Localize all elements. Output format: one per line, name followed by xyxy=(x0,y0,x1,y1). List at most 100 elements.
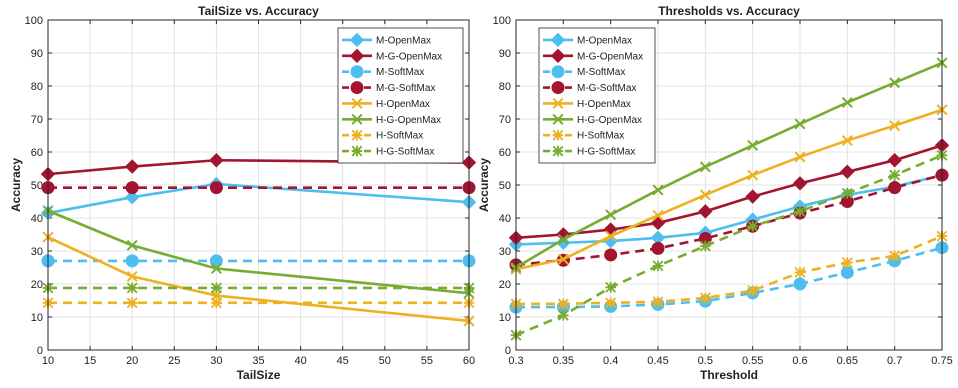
legend-swatch-marker xyxy=(552,97,564,109)
x-tick-label: 20 xyxy=(126,355,138,367)
x-tick-label: 0.6 xyxy=(792,355,807,367)
legend: M-OpenMax M-G-OpenMax M-SoftMax M-G-SoftMax… xyxy=(538,27,656,164)
y-tick-label: 100 xyxy=(493,15,511,27)
legend-item-m-g-softmax: M-G-SoftMax xyxy=(342,81,435,95)
legend-swatch-marker xyxy=(552,113,564,125)
data-point-h-g-softmax xyxy=(889,169,901,181)
x-tick-label: 40 xyxy=(294,355,306,367)
legend-item-h-openmax: H-OpenMax xyxy=(543,97,631,110)
data-point-h-openmax xyxy=(747,169,759,181)
data-point-h-openmax xyxy=(889,120,901,132)
series-line-m-softmax xyxy=(516,246,943,309)
legend-label: H-OpenMax xyxy=(577,99,631,110)
y-tick-label: 30 xyxy=(499,246,511,258)
data-point-h-g-openmax xyxy=(126,239,138,251)
data-point-m-g-softmax xyxy=(888,181,902,195)
data-point-h-softmax xyxy=(747,285,759,297)
x-tick-label: 15 xyxy=(84,355,96,367)
data-point-h-openmax xyxy=(652,209,664,221)
x-tick-label: 0.35 xyxy=(553,355,574,367)
legend-swatch-marker xyxy=(350,65,364,79)
data-point-h-g-openmax xyxy=(605,209,617,221)
y-tick-label: 0 xyxy=(37,345,43,357)
legend-label: H-G-OpenMax xyxy=(376,115,441,126)
x-tick-label: 60 xyxy=(463,355,475,367)
y-tick-label: 100 xyxy=(25,15,43,27)
ticks: 0.3 0.35 0.4 0.45 0.5 0.55 0.6 0.65 0.7 0.75 0 10 20… xyxy=(493,15,953,367)
chart-title: Thresholds vs. Accuracy xyxy=(658,4,800,18)
legend-item-h-g-openmax: H-G-OpenMax xyxy=(342,113,441,126)
chart-panel-1: 10 15 20 25 30 35 40 45 50 55 60010203040506070809… xyxy=(9,4,477,382)
legend-label: M-G-OpenMax xyxy=(577,51,643,62)
y-tick-label: 80 xyxy=(31,81,43,93)
x-tick-label: 35 xyxy=(252,355,264,367)
legend-swatch-marker xyxy=(349,32,365,48)
y-tick-label: 20 xyxy=(31,279,43,291)
legend-swatch-marker xyxy=(551,65,565,79)
x-axis-label: TailSize xyxy=(237,368,281,382)
x-tick-label: 0.5 xyxy=(698,355,713,367)
legend-label: M-SoftMax xyxy=(376,67,424,78)
data-point-h-g-openmax xyxy=(699,161,711,173)
axes-box xyxy=(515,19,943,351)
data-point-h-softmax xyxy=(889,250,901,262)
x-tick-label: 0.7 xyxy=(887,355,902,367)
legend-item-m-g-softmax: M-G-SoftMax xyxy=(543,81,636,95)
x-tick-label: 0.3 xyxy=(508,355,523,367)
series-m-g-openmax xyxy=(508,138,950,246)
data-point-m-openmax xyxy=(124,190,140,205)
legend-swatch-marker xyxy=(351,129,363,141)
data-point-h-g-openmax xyxy=(841,96,853,109)
legend-label: M-G-OpenMax xyxy=(376,51,442,62)
y-tick-label: 0 xyxy=(505,345,511,357)
legend-label: H-G-SoftMax xyxy=(376,147,434,158)
legend-swatch-marker xyxy=(552,129,564,141)
x-tick-label: 0.75 xyxy=(931,355,952,367)
series-line-m-g-softmax xyxy=(515,173,943,267)
series-m-softmax xyxy=(41,254,476,268)
y-tick-label: 90 xyxy=(31,48,43,60)
data-point-h-g-softmax xyxy=(794,205,806,217)
x-tick-label: 0.45 xyxy=(647,355,668,367)
data-point-h-g-openmax xyxy=(747,139,759,151)
data-point-m-g-openmax xyxy=(887,153,902,168)
data-point-m-g-openmax xyxy=(792,176,808,191)
data-point-m-g-softmax xyxy=(651,241,665,255)
data-point-h-g-openmax xyxy=(210,262,222,274)
chart-panel-2: 0.3 0.35 0.4 0.45 0.5 0.55 0.6 0.65 0.7 0.75 0 10 20… xyxy=(477,4,953,382)
data-point-h-g-softmax xyxy=(699,240,711,252)
data-point-h-openmax xyxy=(605,230,617,242)
legend-swatch-marker xyxy=(552,145,564,157)
legend-item-h-g-softmax: H-G-SoftMax xyxy=(543,145,635,158)
data-point-h-softmax xyxy=(605,297,617,309)
series-line-h-softmax xyxy=(516,234,943,306)
x-axis-label: Threshold xyxy=(700,368,758,382)
x-tick-label: 25 xyxy=(168,355,180,367)
data-point-h-g-softmax xyxy=(210,282,222,294)
y-axis-label: Accuracy xyxy=(477,158,491,212)
x-tick-label: 50 xyxy=(379,355,391,367)
data-point-h-softmax xyxy=(794,267,806,278)
y-tick-label: 60 xyxy=(31,147,43,159)
data-point-h-g-openmax xyxy=(794,118,806,130)
legend-box xyxy=(337,27,464,164)
y-tick-label: 10 xyxy=(31,312,43,324)
series-line-h-g-openmax xyxy=(515,61,943,269)
legend-swatch-marker xyxy=(349,48,365,64)
legend-item-m-g-openmax: M-G-OpenMax xyxy=(342,48,442,64)
legend: M-OpenMax M-G-OpenMax M-SoftMax M-G-SoftMax… xyxy=(337,27,464,164)
data-point-m-g-softmax xyxy=(209,181,223,195)
legend-label: M-G-SoftMax xyxy=(376,83,435,94)
series-line-h-g-softmax xyxy=(515,154,943,337)
data-point-m-g-openmax xyxy=(209,153,224,168)
legend-label: H-SoftMax xyxy=(577,131,624,142)
x-tick-label: 30 xyxy=(210,355,222,367)
legend-label: H-OpenMax xyxy=(376,99,430,110)
legend-swatch-marker xyxy=(351,113,363,125)
legend-label: M-OpenMax xyxy=(577,35,632,46)
data-point-h-g-softmax xyxy=(747,220,759,232)
data-point-h-openmax xyxy=(557,253,569,265)
y-tick-label: 60 xyxy=(499,147,511,159)
data-point-h-softmax xyxy=(652,296,664,308)
